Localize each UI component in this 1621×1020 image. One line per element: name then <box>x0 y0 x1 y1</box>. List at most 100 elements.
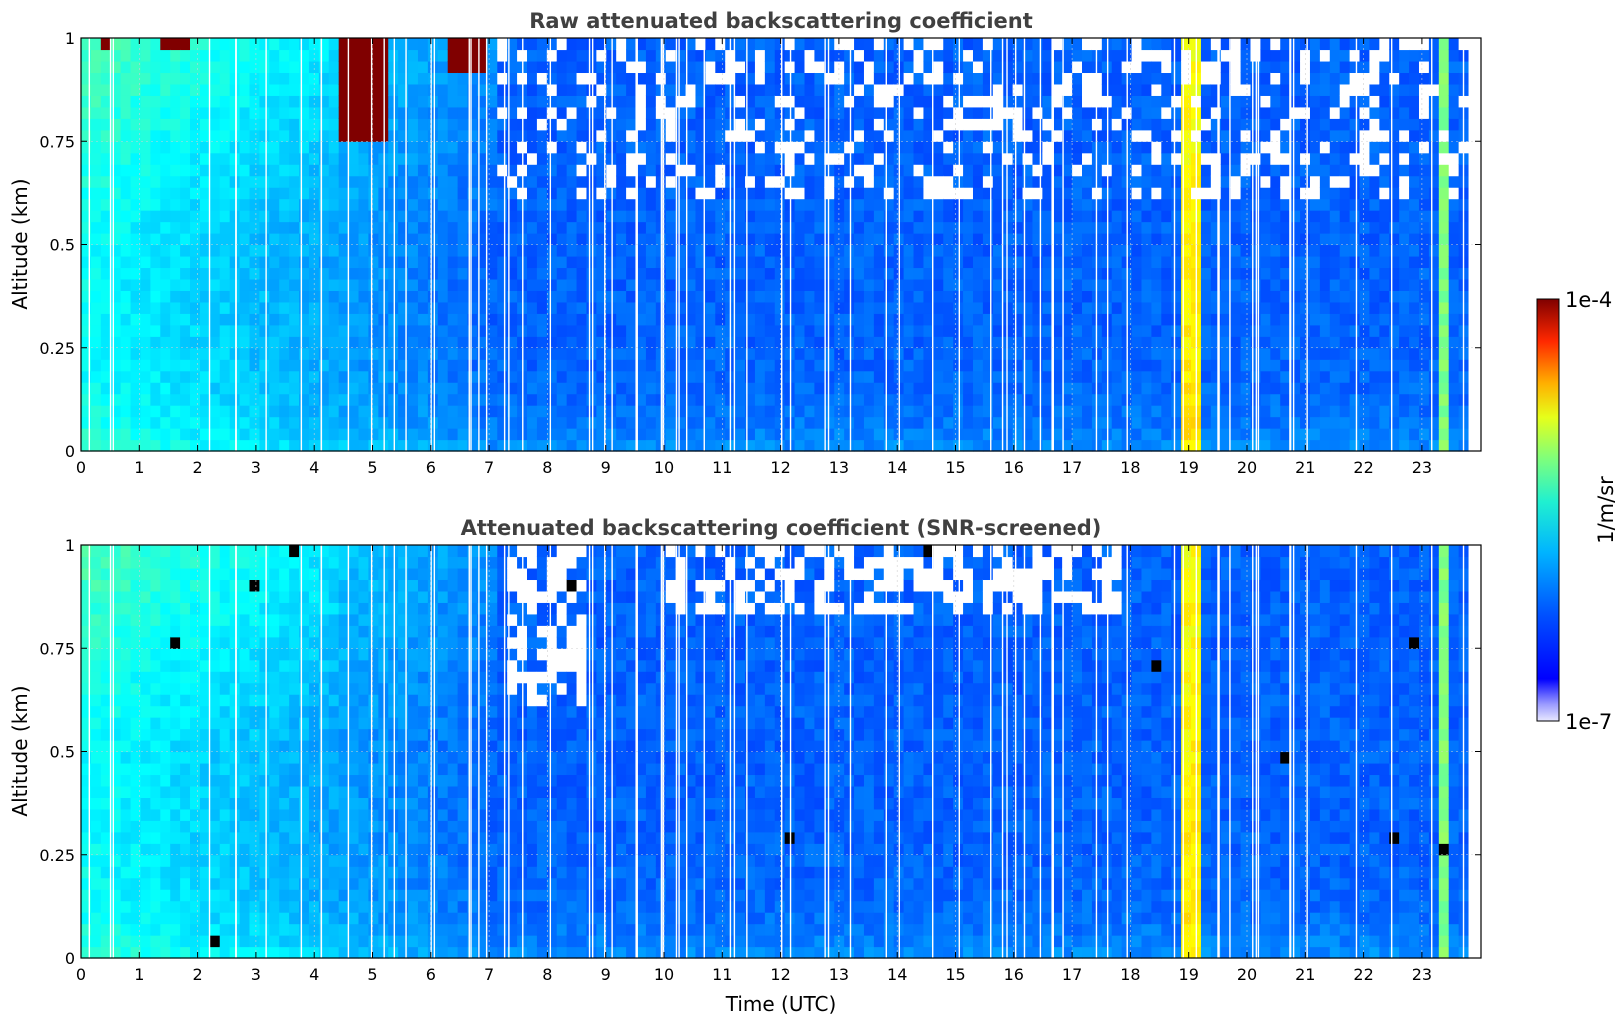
heatmap-cell <box>368 336 379 349</box>
heatmap-cell <box>427 359 439 372</box>
heatmap-cell <box>953 72 964 85</box>
heatmap-cell <box>338 416 350 429</box>
heatmap-cell <box>140 359 151 372</box>
heatmap-cell <box>854 416 865 429</box>
heatmap-cell <box>1062 210 1073 223</box>
heatmap-cell <box>982 267 994 280</box>
heatmap-cell <box>477 347 488 360</box>
heatmap-cell <box>289 324 300 337</box>
heatmap-cell <box>338 152 350 165</box>
heatmap-cell <box>586 141 597 154</box>
heatmap-cell <box>1042 405 1053 418</box>
heatmap-cell <box>1032 210 1043 223</box>
heatmap-cell <box>1171 187 1182 200</box>
heatmap-cell <box>427 210 439 223</box>
heatmap-cell <box>1280 393 1291 406</box>
heatmap-cell <box>1329 278 1341 291</box>
heatmap-cell <box>556 336 568 349</box>
heatmap-cell <box>883 324 895 337</box>
heatmap-cell <box>1161 278 1172 291</box>
heatmap-cell <box>150 221 161 234</box>
heatmap-cell <box>1409 164 1420 177</box>
heatmap-cell <box>239 83 251 96</box>
heatmap-cell <box>645 83 657 96</box>
heatmap-cell <box>229 106 241 119</box>
heatmap-cell <box>299 255 310 269</box>
heatmap-cell <box>1309 405 1321 418</box>
heatmap-cell <box>249 164 260 177</box>
heatmap-cell <box>675 428 687 441</box>
heatmap-cell <box>1329 405 1341 418</box>
heatmap-cell <box>1230 336 1242 349</box>
heatmap-cell <box>834 393 845 406</box>
heatmap-cell <box>249 221 260 234</box>
heatmap-cell <box>1091 198 1103 211</box>
heatmap-cell <box>963 106 974 119</box>
heatmap-cell <box>1012 187 1024 200</box>
heatmap-cell <box>1062 72 1073 85</box>
heatmap-cell <box>1428 233 1440 246</box>
heatmap-cell <box>140 164 151 177</box>
heatmap-cell <box>566 83 578 96</box>
heatmap-cell <box>735 405 746 418</box>
heatmap-cell <box>90 118 102 131</box>
heatmap-cell <box>1052 95 1063 108</box>
heatmap-cell <box>1428 95 1440 108</box>
heatmap-cell <box>1418 210 1430 223</box>
heatmap-cell <box>685 233 697 246</box>
heatmap-cell <box>1151 244 1162 257</box>
heatmap-cell <box>923 233 934 246</box>
heatmap-cell <box>1230 60 1242 74</box>
heatmap-cell <box>338 141 350 154</box>
heatmap-cell <box>1359 95 1371 108</box>
heatmap-cell <box>883 336 895 349</box>
heatmap-cell <box>933 60 944 74</box>
heatmap-cell <box>616 347 627 360</box>
heatmap-cell <box>1002 49 1014 62</box>
heatmap-cell <box>160 416 171 429</box>
heatmap-cell <box>794 370 806 383</box>
heatmap-cell <box>1438 83 1450 96</box>
heatmap-cell <box>913 164 925 177</box>
heatmap-cell <box>1052 72 1063 85</box>
heatmap-cell <box>1409 210 1420 223</box>
heatmap-cell <box>239 118 251 131</box>
heatmap-cell <box>576 267 588 280</box>
heatmap-cell <box>1012 290 1024 303</box>
heatmap-cell <box>1409 301 1420 314</box>
heatmap-cell <box>358 428 370 441</box>
heatmap-cell <box>1359 106 1371 119</box>
heatmap-cell <box>705 393 716 406</box>
heatmap-cell <box>1309 255 1321 269</box>
heatmap-cell <box>398 187 409 200</box>
heatmap-cell <box>1181 393 1192 406</box>
heatmap-cell <box>437 244 449 257</box>
heatmap-cell <box>1171 221 1182 234</box>
heatmap-cell <box>1052 49 1063 62</box>
heatmap-cell <box>1409 278 1420 291</box>
heatmap-cell <box>834 152 845 165</box>
heatmap-cell <box>467 141 479 154</box>
heatmap-cell <box>1260 370 1271 383</box>
heatmap-cell <box>774 336 786 349</box>
heatmap-cell <box>1319 141 1331 154</box>
heatmap-cell <box>398 60 409 74</box>
heatmap-cell <box>1448 313 1460 326</box>
heatmap-cell <box>1270 106 1281 119</box>
heatmap-cell <box>715 233 726 246</box>
heatmap-cell <box>1240 72 1252 85</box>
heatmap-cell <box>854 60 865 74</box>
heatmap-cell <box>239 439 251 452</box>
heatmap-cell <box>883 267 895 280</box>
heatmap-cell <box>626 428 637 441</box>
heatmap-cell <box>1091 152 1103 165</box>
heatmap-cell <box>308 164 320 177</box>
heatmap-cell <box>467 38 479 51</box>
heatmap-cell <box>527 187 538 200</box>
heatmap-cell <box>417 118 429 131</box>
heatmap-cell <box>437 336 449 349</box>
heatmap-cell <box>1389 428 1400 441</box>
heatmap-cell <box>1072 118 1083 131</box>
heatmap-cell <box>1141 301 1152 314</box>
heatmap-cell <box>923 198 934 211</box>
